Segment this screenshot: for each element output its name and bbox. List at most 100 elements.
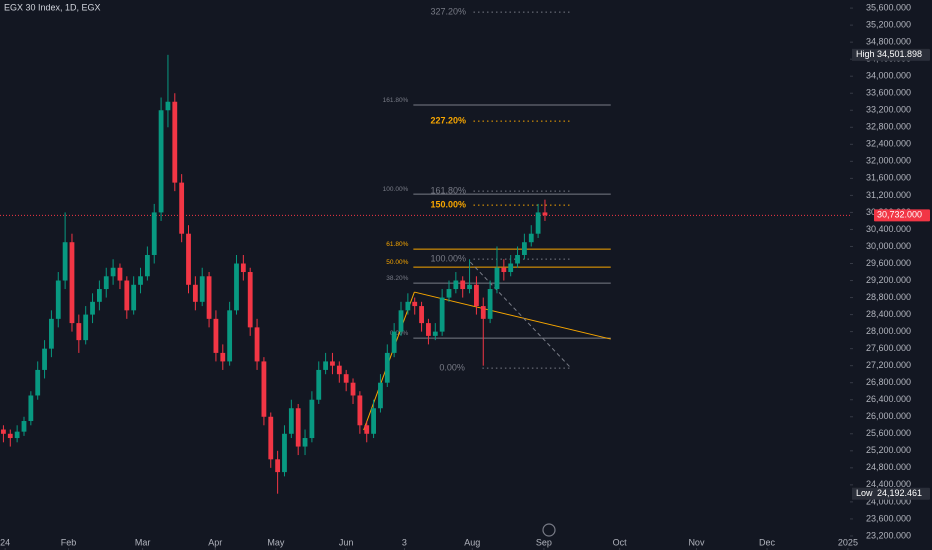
candle-body <box>179 182 185 234</box>
candle-body <box>172 101 178 183</box>
level-label: 227.20% <box>430 115 466 125</box>
level-label: 327.20% <box>430 6 466 16</box>
candle-body <box>55 280 61 319</box>
candle-body <box>151 212 157 255</box>
candle-body <box>288 408 294 434</box>
y-tick-label: 28,000.000 <box>866 326 911 336</box>
candle-body <box>384 352 390 383</box>
candle-body <box>69 242 75 324</box>
candle-body <box>14 431 20 439</box>
x-tick-label: Dec <box>759 537 776 547</box>
candle-body <box>460 280 466 290</box>
candle-body <box>378 382 383 409</box>
x-tick-label: May <box>267 537 285 547</box>
candle-body <box>240 263 246 273</box>
candle-body <box>453 280 459 290</box>
candle-body <box>247 272 253 328</box>
x-tick-label: Feb <box>61 537 77 547</box>
candle-body <box>309 399 315 439</box>
y-tick-label: 35,200.000 <box>866 19 911 29</box>
events-icon[interactable] <box>542 523 556 537</box>
high-tag <box>874 48 930 61</box>
candle-body <box>103 276 109 290</box>
candle-body <box>494 267 500 290</box>
candle-body <box>21 421 27 432</box>
candle-body <box>254 327 260 362</box>
chart-title: EGX 30 Index, 1D, EGX <box>4 2 101 12</box>
candle-body <box>76 323 82 341</box>
y-tick-label: 26,800.000 <box>866 377 911 387</box>
trend-line <box>469 261 572 369</box>
candle-body <box>62 242 68 281</box>
candle-body <box>426 323 431 336</box>
x-tick-label: 3 <box>402 537 407 547</box>
candle-body <box>542 212 548 216</box>
candle-body <box>186 233 191 285</box>
candle-body <box>268 416 274 460</box>
candle-body <box>316 369 322 400</box>
candle-body <box>350 382 356 396</box>
y-tick-label: 32,000.000 <box>866 156 911 166</box>
candle-body <box>165 101 171 111</box>
candle-body <box>330 361 335 366</box>
candle-body <box>90 301 95 315</box>
candle-body <box>371 408 376 434</box>
y-tick-label: 24,000.000 <box>866 496 911 506</box>
candle-body <box>213 318 219 353</box>
y-tick-label: 31,600.000 <box>866 173 911 183</box>
trend-line <box>414 291 611 340</box>
x-tick-label: 24 <box>0 537 10 547</box>
candle-body <box>446 289 452 298</box>
low-value: 24,192.461 <box>877 488 922 498</box>
x-tick-label: Aug <box>464 537 480 547</box>
candle-body <box>515 254 520 264</box>
candle-body <box>439 297 445 332</box>
level-label: 150.00% <box>430 199 466 209</box>
y-tick-label: 29,200.000 <box>866 275 911 285</box>
level-label: 38.20% <box>386 275 408 282</box>
last-price-tag <box>874 209 930 222</box>
y-tick-label: 32,400.000 <box>866 139 911 149</box>
candle-body <box>144 254 150 277</box>
low-name-box <box>852 487 874 500</box>
high-name-box <box>852 48 874 61</box>
x-tick-label: Oct <box>613 537 628 547</box>
candle-body <box>206 276 212 319</box>
level-label: 100.00% <box>430 253 466 263</box>
candle-body <box>124 280 130 311</box>
x-tick-label: Sep <box>536 537 552 547</box>
candle-body <box>364 425 370 434</box>
y-tick-label: 31,200.000 <box>866 190 911 200</box>
candle-body <box>528 233 534 243</box>
candle-body <box>282 433 287 473</box>
candle-body <box>467 284 472 290</box>
y-tick-label: 35,600.000 <box>866 2 911 12</box>
y-tick-label: 34,800.000 <box>866 37 911 47</box>
y-tick-label: 26,400.000 <box>866 394 911 404</box>
x-tick-label: 2025 <box>838 537 858 547</box>
level-label: 50.00% <box>386 259 408 266</box>
candle-body <box>138 276 143 285</box>
y-tick-label: 23,200.000 <box>866 530 911 540</box>
high-name: High <box>856 49 875 59</box>
candle-body <box>110 267 116 277</box>
candle-body <box>501 267 507 273</box>
candle-body <box>261 361 267 417</box>
candle-body <box>357 395 363 426</box>
y-tick-label: 27,600.000 <box>866 343 911 353</box>
candle-body <box>295 408 301 447</box>
y-tick-label: 33,200.000 <box>866 105 911 115</box>
candle-body <box>96 289 102 302</box>
y-tick-label: 30,000.000 <box>866 241 911 251</box>
y-tick-label: 28,800.000 <box>866 292 911 302</box>
level-label: 161.80% <box>383 97 409 104</box>
candle-body <box>398 310 404 332</box>
x-tick-label: Apr <box>208 537 222 547</box>
candle-body <box>7 433 13 439</box>
candle-body <box>192 284 198 302</box>
candle-body <box>405 301 411 311</box>
candle-body <box>83 314 89 341</box>
candle-body <box>521 242 527 255</box>
